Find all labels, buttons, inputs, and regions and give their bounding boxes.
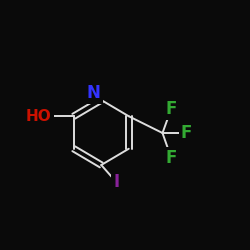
Text: N: N xyxy=(87,84,101,102)
Text: F: F xyxy=(166,100,177,118)
Text: HO: HO xyxy=(26,109,52,124)
Text: I: I xyxy=(113,173,119,191)
Text: F: F xyxy=(166,149,177,167)
Text: F: F xyxy=(180,124,192,142)
